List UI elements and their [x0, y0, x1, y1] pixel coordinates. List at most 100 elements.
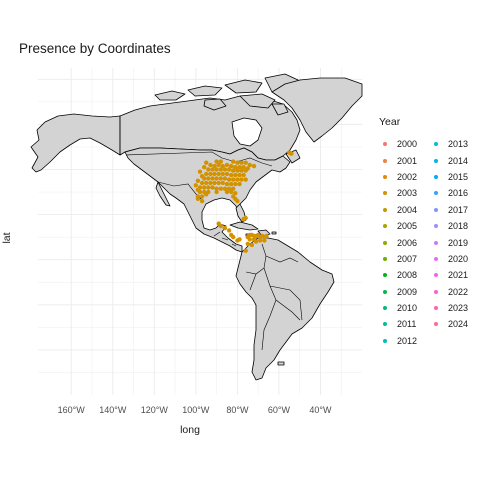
data-point: [226, 228, 232, 233]
data-point: [214, 159, 219, 164]
legend-item: 2024: [434, 316, 468, 332]
legend-item: 2013: [434, 136, 468, 152]
legend-swatch: [434, 273, 438, 278]
data-point: [218, 186, 223, 191]
legend-item: 2009: [383, 284, 417, 300]
data-point: [224, 171, 230, 177]
legend-item: 2000: [383, 136, 417, 152]
data-point: [204, 192, 209, 197]
legend-label: 2001: [397, 155, 418, 166]
arctic-island: [271, 103, 289, 116]
legend-swatch: [383, 191, 387, 196]
x-axis-label: long: [180, 424, 200, 436]
legend-label: 2021: [448, 270, 469, 281]
data-point: [233, 181, 238, 187]
x-tick-label: 100°W: [182, 405, 210, 415]
legend-swatch: [434, 174, 438, 179]
data-point: [210, 176, 215, 181]
legend-label: 2015: [448, 171, 469, 182]
data-point: [193, 183, 198, 188]
data-point: [249, 242, 255, 248]
hudson-bay: [231, 117, 263, 147]
data-point: [231, 159, 236, 164]
data-point: [235, 198, 240, 204]
data-point: [222, 176, 228, 181]
legend-label: 2002: [397, 171, 418, 182]
legend-item: 2002: [383, 169, 417, 185]
data-point: [231, 168, 236, 173]
data-point: [258, 238, 263, 243]
data-point: [243, 168, 248, 173]
data-point: [241, 172, 246, 178]
data-point: [231, 177, 236, 182]
data-point: [199, 198, 205, 204]
data-point: [262, 238, 267, 243]
data-point: [233, 191, 238, 196]
legend-swatch: [383, 240, 387, 245]
arctic-island: [187, 85, 223, 97]
legend-label: 2020: [448, 253, 469, 264]
legend-label: 2014: [448, 155, 469, 166]
data-point: [195, 178, 201, 183]
data-point: [210, 167, 215, 172]
data-point: [214, 167, 219, 172]
arctic-island: [224, 79, 263, 94]
legend-swatch: [383, 224, 387, 229]
chart-title: Presence by Coordinates: [19, 41, 171, 56]
data-point: [214, 189, 219, 195]
legend-item: 2007: [383, 251, 417, 267]
legend-item: 2012: [383, 333, 417, 349]
data-point: [239, 177, 244, 182]
data-point: [212, 171, 217, 177]
border-central-america: [213, 231, 237, 247]
data-point: [231, 186, 236, 191]
legend-swatch: [434, 289, 438, 294]
data-point: [229, 189, 234, 195]
legend-item: 2001: [383, 152, 417, 168]
arctic-island: [154, 90, 186, 101]
data-point: [241, 165, 246, 170]
legend-item: 2018: [434, 218, 468, 234]
legend-label: 2023: [448, 303, 469, 314]
legend-swatch: [383, 306, 387, 311]
legend-swatch: [383, 174, 387, 179]
x-tick-label: 140°W: [99, 405, 127, 415]
data-point: [247, 237, 252, 242]
legend-item: 2008: [383, 267, 417, 283]
data-point: [206, 167, 211, 172]
legend-label: 2013: [448, 139, 469, 150]
legend-item: 2019: [434, 234, 468, 250]
data-point: [226, 186, 232, 191]
data-point: [212, 180, 217, 186]
legend-column: 2013 2014 2015 2016 2017 2018 2019 2020 2021 2022…: [434, 136, 468, 333]
data-point: [229, 163, 234, 169]
legend-label: 2007: [397, 253, 418, 264]
x-tick-label: 60°W: [268, 405, 291, 415]
data-point: [253, 239, 259, 244]
data-point: [237, 165, 242, 170]
landmass-usa-mexico: [124, 147, 291, 253]
landmass-cuba: [229, 221, 259, 231]
land-masses: [30, 73, 363, 381]
legend-swatch: [434, 240, 438, 245]
landmass-puerto-rico: [271, 231, 277, 235]
legend-swatch: [383, 256, 387, 261]
legend-swatch: [383, 142, 387, 147]
legend-swatch: [383, 338, 387, 343]
data-point: [243, 248, 248, 253]
legend-column: 2000 2001 2002 2003 2004 2005 2006 2007 2008 2009…: [383, 136, 417, 349]
data-point: [239, 168, 244, 173]
data-point: [216, 162, 221, 168]
legend-swatch: [434, 224, 438, 229]
legend-label: 2011: [397, 319, 417, 330]
x-tick-label: 80°W: [226, 405, 249, 415]
data-point: [235, 177, 240, 182]
data-point: [195, 196, 201, 201]
data-point: [239, 160, 244, 165]
legend-swatch: [434, 306, 438, 311]
data-point: [222, 225, 228, 231]
legend-swatch: [383, 273, 387, 278]
legend-item: 2021: [434, 267, 468, 283]
legend-label: 2012: [397, 335, 418, 346]
